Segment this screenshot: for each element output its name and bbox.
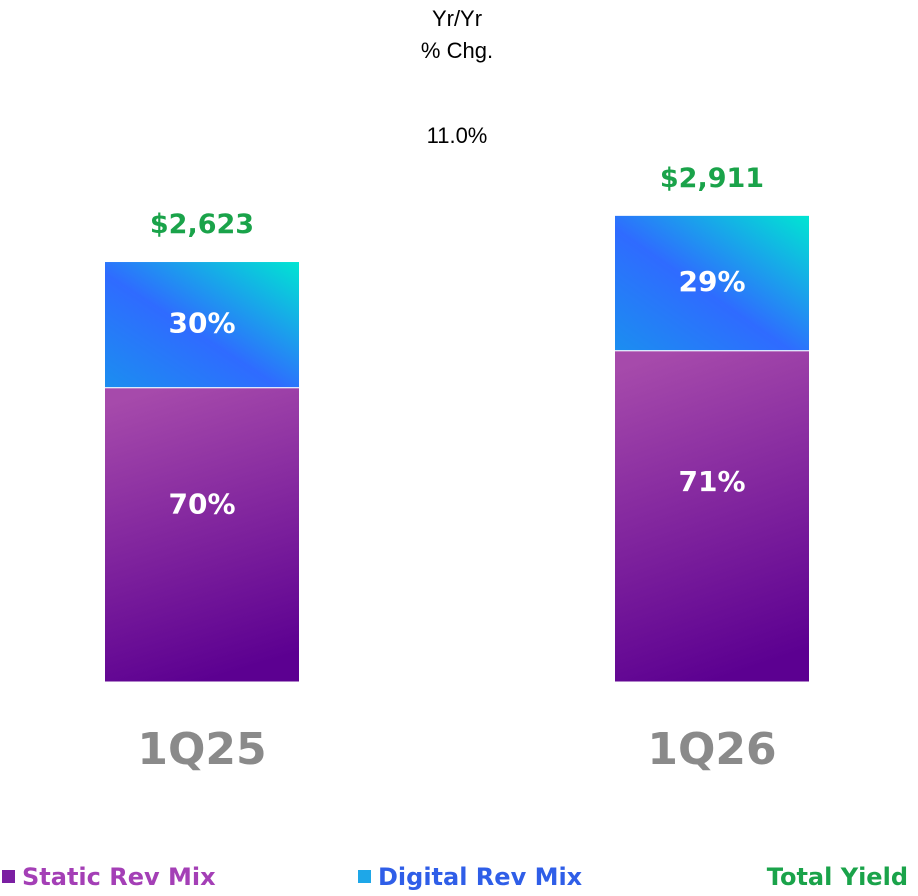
segment-label: 30% xyxy=(168,307,235,340)
bar-segment xyxy=(104,387,300,683)
bar-segment xyxy=(104,261,300,389)
legend-label: Digital Rev Mix xyxy=(378,863,583,891)
annotation-value: 11.0% xyxy=(427,123,488,148)
legend-swatch xyxy=(358,870,371,883)
legend-label: Total Yield xyxy=(767,863,908,891)
segment-label: 71% xyxy=(678,465,745,498)
total-label: $2,623 xyxy=(150,209,254,240)
category-label: 1Q25 xyxy=(137,724,266,775)
annotation-label: % Chg. xyxy=(421,38,493,63)
segment-label: 70% xyxy=(168,487,235,520)
annotation-label: Yr/Yr xyxy=(432,6,482,31)
bar-segment xyxy=(614,350,810,683)
legend-label: Static Rev Mix xyxy=(22,863,216,891)
bar-segment xyxy=(614,214,810,352)
legend-swatch xyxy=(2,870,15,883)
segment-label: 29% xyxy=(678,265,745,298)
category-label: 1Q26 xyxy=(647,724,776,775)
total-label: $2,911 xyxy=(660,163,764,194)
